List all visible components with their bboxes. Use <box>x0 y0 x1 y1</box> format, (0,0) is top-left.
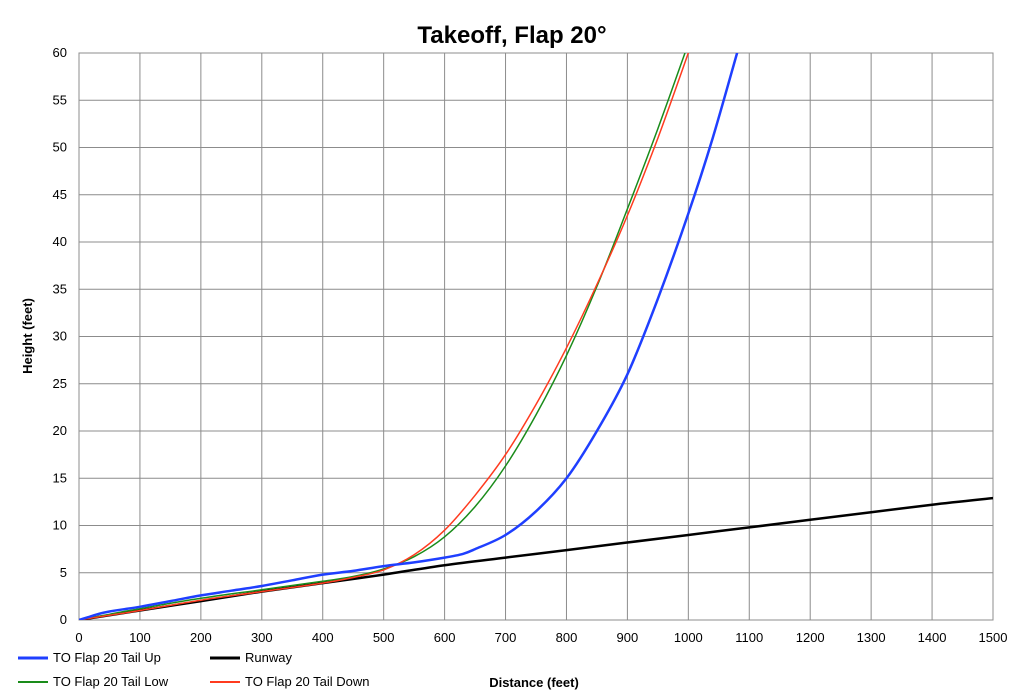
x-tick-label: 1500 <box>979 630 1008 645</box>
y-tick-label: 15 <box>53 470 67 485</box>
x-axis-label: Distance (feet) <box>489 675 579 690</box>
x-tick-label: 700 <box>495 630 517 645</box>
series-line-to-flap-20-tail-up <box>79 53 739 620</box>
x-tick-label: 900 <box>617 630 639 645</box>
plot-frame <box>78 52 994 621</box>
x-tick-label: 200 <box>190 630 212 645</box>
y-tick-label: 30 <box>53 329 67 344</box>
x-tick-label: 800 <box>556 630 578 645</box>
legend-label: Runway <box>245 650 292 665</box>
y-tick-label: 20 <box>53 423 67 438</box>
y-tick-label: 0 <box>60 612 67 627</box>
x-tick-label: 300 <box>251 630 273 645</box>
y-tick-label: 25 <box>53 376 67 391</box>
x-tick-label: 1400 <box>918 630 947 645</box>
x-tick-label: 600 <box>434 630 456 645</box>
x-tick-label: 100 <box>129 630 151 645</box>
y-tick-label: 45 <box>53 187 67 202</box>
x-tick-labels: 0 100 200 300 400 500 600 700 800 900 1000 1100 1200… <box>75 630 1007 645</box>
series-line-to-flap-20-tail-low <box>79 53 686 620</box>
legend-label: TO Flap 20 Tail Up <box>53 650 161 665</box>
x-tick-label: 1200 <box>796 630 825 645</box>
y-tick-label: 55 <box>53 92 67 107</box>
legend-label: TO Flap 20 Tail Low <box>53 674 169 689</box>
y-tick-label: 50 <box>53 140 67 155</box>
y-axis-label: Height (feet) <box>20 298 35 374</box>
legend: TO Flap 20 Tail Up Runway TO Flap 20 Tail … <box>18 650 370 689</box>
x-tick-label: 1300 <box>857 630 886 645</box>
x-tick-label: 1000 <box>674 630 703 645</box>
y-tick-label: 10 <box>53 518 67 533</box>
x-tick-label: 400 <box>312 630 334 645</box>
series-lines <box>79 53 993 620</box>
x-tick-label: 1100 <box>735 630 763 645</box>
y-tick-labels: 0 5 10 15 20 25 30 35 40 45 50 55 60 <box>53 45 67 627</box>
chart-title: Takeoff, Flap 20° <box>417 22 606 49</box>
series-line-to-flap-20-tail-down <box>79 53 690 620</box>
legend-label: TO Flap 20 Tail Down <box>245 674 370 689</box>
x-tick-label: 0 <box>75 630 82 645</box>
y-tick-label: 60 <box>53 45 67 60</box>
y-tick-label: 35 <box>53 281 67 296</box>
x-tick-label: 500 <box>373 630 395 645</box>
y-tick-label: 5 <box>60 565 67 580</box>
y-tick-label: 40 <box>53 234 67 249</box>
